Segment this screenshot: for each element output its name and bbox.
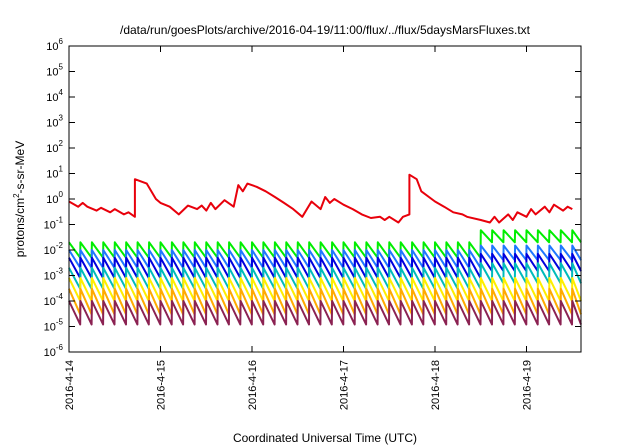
x-tick-label: 2016-4-17 — [339, 360, 351, 410]
series-line-4 — [68, 252, 582, 279]
y-tick-label: 103 — [46, 114, 63, 130]
y-tick-label: 10-5 — [44, 318, 64, 334]
series-line-7 — [68, 287, 582, 316]
y-tick-label: 10-6 — [44, 343, 64, 359]
y-axis-label-rest: -s-sr-MeV — [13, 141, 27, 194]
y-tick-label: 106 — [46, 37, 63, 53]
y-axis-label: protons/cm2-s-sr-MeV — [12, 141, 27, 257]
series-line-8 — [68, 300, 582, 326]
series-line-6 — [68, 277, 582, 302]
series-line-1 — [68, 173, 573, 224]
x-tick-label: 2016-4-15 — [156, 360, 168, 410]
y-tick-label: 10-2 — [44, 241, 64, 257]
y-tick-label: 100 — [46, 190, 63, 206]
chart-title: /data/run/goesPlots/archive/2016-04-19/1… — [120, 23, 531, 37]
series-layer — [68, 173, 582, 326]
x-tick-label: 2016-4-16 — [247, 360, 259, 410]
y-tick-label: 102 — [46, 139, 63, 155]
y-tick-label: 105 — [46, 63, 63, 79]
series-line-5 — [68, 262, 582, 290]
y-tick-label: 10-3 — [44, 267, 64, 283]
y-tick-label: 10-1 — [44, 216, 64, 232]
x-tick-label: 2016-4-14 — [64, 360, 76, 410]
x-axis-label: Coordinated Universal Time (UTC) — [233, 431, 417, 445]
x-axis: 2016-4-14 2016-4-15 2016-4-16 2016-4-17 2016… — [64, 46, 534, 410]
y-axis: 10-6 10-5 10-4 10-3 10-2 10-1 100 101 102 103 104 1… — [44, 37, 581, 359]
y-tick-label: 10-4 — [44, 292, 64, 308]
x-tick-label: 2016-4-19 — [522, 360, 534, 410]
series-line-2 — [68, 229, 582, 259]
y-axis-label-base: protons/cm — [13, 198, 27, 257]
series-line-3 — [68, 244, 582, 269]
y-tick-label: 104 — [46, 88, 63, 104]
y-tick-label: 101 — [46, 165, 63, 181]
x-tick-label: 2016-4-18 — [430, 360, 442, 410]
y-axis-label-sup: 2 — [12, 193, 21, 198]
